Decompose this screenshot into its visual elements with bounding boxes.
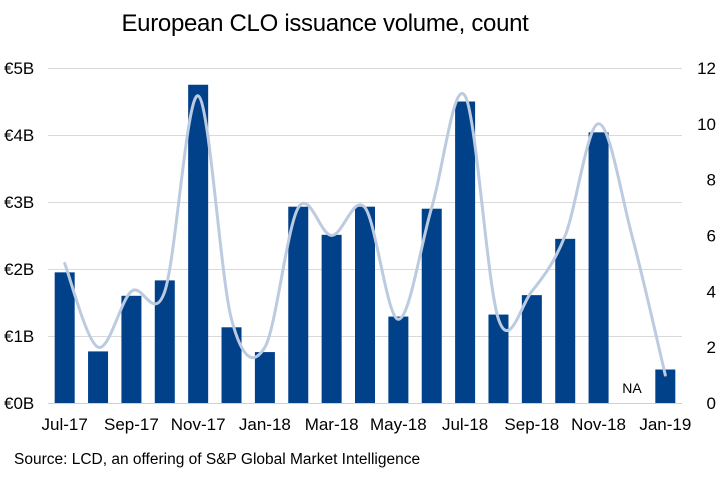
annotations: NA — [622, 380, 642, 396]
bar — [154, 280, 175, 403]
y-right-tick-label: 4 — [707, 282, 716, 301]
y-left-tick-label: €2B — [4, 260, 34, 279]
bar — [288, 206, 309, 403]
bar-series — [54, 84, 676, 403]
x-tick-label: May-18 — [370, 415, 427, 434]
bar — [555, 238, 576, 403]
x-tick-label: Jan-19 — [639, 415, 691, 434]
count-line — [63, 92, 667, 377]
x-tick-label: Sep-17 — [104, 415, 159, 434]
bar — [355, 206, 375, 403]
y-left-tick-label: €4B — [4, 126, 34, 145]
bar — [54, 272, 75, 403]
bar — [221, 327, 242, 403]
bar — [455, 101, 476, 403]
x-tick-label: Jul-17 — [42, 415, 88, 434]
y-axis-right-ticks: 0 2 4 6 8 10 12 — [697, 59, 716, 413]
y-left-tick-label: €3B — [4, 193, 34, 212]
x-axis-ticks: Jul-17 Sep-17 Nov-17 Jan-18 Mar-18 May-18 Jul-… — [42, 415, 692, 434]
bar — [121, 295, 142, 403]
chart-title: European CLO issuance volume, count — [121, 10, 529, 37]
bar — [254, 352, 275, 403]
bar — [188, 84, 209, 403]
y-right-tick-label: 2 — [707, 338, 716, 357]
bar — [321, 234, 342, 403]
x-tick-label: Jan-18 — [239, 415, 291, 434]
y-right-tick-label: 6 — [707, 227, 716, 246]
x-tick-label: Mar-18 — [305, 415, 359, 434]
bar — [588, 132, 609, 403]
na-annotation: NA — [622, 380, 642, 396]
y-right-tick-label: 12 — [697, 59, 716, 78]
source-note: Source: LCD, an offering of S&P Global M… — [14, 451, 421, 468]
y-axis-left-ticks: €0B €1B €2B €3B €4B €5B — [4, 59, 34, 413]
bar — [655, 369, 676, 403]
x-tick-label: Nov-18 — [571, 415, 626, 434]
x-tick-label: Sep-18 — [504, 415, 559, 434]
x-tick-label: Jul-18 — [442, 415, 488, 434]
line-series — [63, 92, 667, 377]
bar — [521, 295, 542, 403]
bar — [388, 316, 409, 403]
y-right-tick-label: 8 — [707, 171, 716, 190]
y-left-tick-label: €0B — [4, 394, 34, 413]
y-right-tick-label: 10 — [697, 115, 716, 134]
y-right-tick-label: 0 — [707, 394, 716, 413]
y-left-tick-label: €1B — [4, 327, 34, 346]
bar — [88, 351, 109, 403]
y-left-tick-label: €5B — [4, 59, 34, 78]
x-tick-label: Nov-17 — [171, 415, 226, 434]
bar — [421, 208, 442, 403]
bar — [488, 314, 509, 403]
